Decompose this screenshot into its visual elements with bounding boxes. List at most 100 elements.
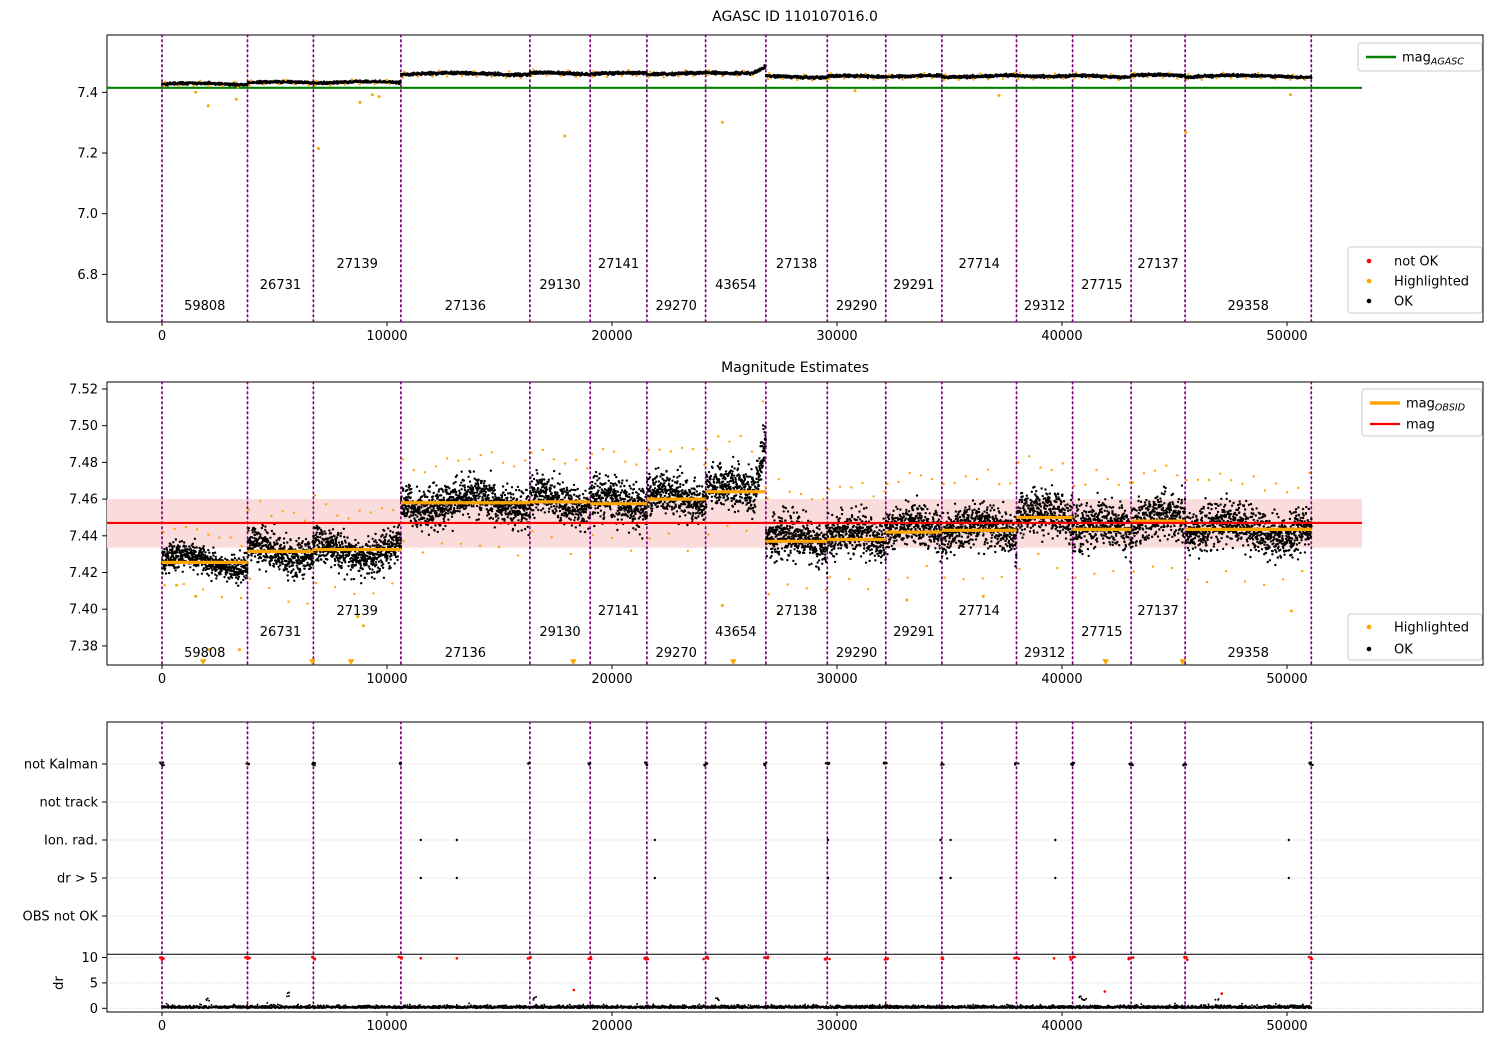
obsid-label: 27141 — [598, 604, 639, 619]
obsid-label: 29130 — [539, 625, 580, 640]
x-tick-label: 30000 — [816, 329, 857, 344]
x-tick-label: 50000 — [1266, 1019, 1307, 1034]
x-tick-label: 30000 — [816, 1019, 857, 1034]
panel-estimates-title: Magnitude Estimates — [721, 360, 869, 376]
obsid-label: 29130 — [539, 278, 580, 293]
clipped-low-triangle — [199, 659, 207, 665]
obsid-label: 27137 — [1137, 257, 1178, 272]
panel-estimates-points — [161, 400, 1313, 652]
clipped-low-triangle — [1179, 659, 1186, 665]
obsid-label: 29270 — [656, 646, 697, 661]
obsid-label: 27138 — [776, 604, 817, 619]
y-tick-label: 6.8 — [77, 268, 98, 283]
obsid-label: 29291 — [893, 625, 934, 640]
legend-dot — [1366, 278, 1372, 284]
scatter-ok — [161, 64, 1313, 88]
legend-point-classes: Highlighted OK — [1347, 613, 1483, 661]
panel-agasc-title: AGASC ID 110107016.0 — [712, 9, 878, 25]
y-tick-label: 7.40 — [69, 603, 98, 618]
legend-box — [1347, 246, 1483, 314]
obsid-label: 29358 — [1228, 299, 1269, 314]
dr-tick-label: 0 — [90, 1002, 98, 1017]
legend-dot — [1366, 624, 1372, 630]
clipped-low-triangle — [1102, 659, 1110, 665]
panel-magnitude-estimates: Magnitude Estimates 7.38 7.40 7.42 7.44 7.46 7… — [69, 360, 1484, 687]
x-tick-label: 10000 — [366, 672, 407, 687]
obsid-label: 27139 — [337, 257, 378, 272]
flag-row-label: not track — [39, 796, 98, 811]
panel-flags-frame — [106, 721, 1484, 1013]
y-tick-label: 7.52 — [69, 382, 98, 397]
legend-dot — [1366, 258, 1372, 264]
clipped-low-triangle — [308, 659, 316, 665]
x-tick-label: 0 — [158, 1019, 166, 1034]
dr-clipped-red-points — [159, 955, 1314, 995]
legend-mag-agasc: magAGASC — [1357, 42, 1483, 72]
x-tick-label: 0 — [158, 329, 166, 344]
legend-point-label: not OK — [1394, 255, 1439, 270]
obsid-label: 27141 — [598, 257, 639, 272]
x-tick-label: 50000 — [1266, 672, 1307, 687]
legend-box — [1347, 613, 1483, 661]
x-tick-label: 20000 — [591, 1019, 632, 1034]
y-tick-label: 7.50 — [69, 419, 98, 434]
highlighted-outliers — [175, 583, 1294, 652]
clipped-low-triangle — [569, 659, 577, 665]
dr-points — [161, 991, 1312, 1010]
legend-point-label: Highlighted — [1394, 275, 1469, 290]
flag-row-label: dr > 5 — [57, 872, 98, 887]
panel-agasc: AGASC ID 110107016.0 6.8 7.0 7.2 7.4 59808 267… — [77, 9, 1484, 344]
y-tick-label: 7.46 — [69, 493, 98, 508]
x-tick-label: 20000 — [591, 329, 632, 344]
legend-point-classes: not OK Highlighted OK — [1347, 246, 1483, 314]
clipped-low-triangle — [347, 659, 355, 665]
y-tick-label: 7.2 — [77, 147, 98, 162]
obsid-label: 29270 — [656, 299, 697, 314]
x-tick-label: 20000 — [591, 672, 632, 687]
obsid-label: 29312 — [1024, 299, 1065, 314]
obsid-label: 29290 — [836, 299, 877, 314]
legend-point-label: OK — [1394, 643, 1413, 658]
legend-dot — [1366, 298, 1372, 304]
dr-tick-label: 10 — [81, 951, 98, 966]
x-tick-label: 40000 — [1041, 672, 1082, 687]
y-tick-label: 7.4 — [77, 86, 98, 101]
scatter-highlighted — [162, 68, 1307, 89]
highlighted-outliers — [194, 89, 1292, 150]
flag-row-label: OBS not OK — [23, 910, 99, 925]
obsid-label: 27139 — [337, 604, 378, 619]
obsid-label: 29291 — [893, 278, 934, 293]
legend-point-label: OK — [1394, 295, 1413, 310]
y-tick-label: 7.48 — [69, 456, 98, 471]
legend-line-label: mag — [1406, 418, 1435, 433]
legend-label-sub: AGASC — [1430, 57, 1464, 68]
obsid-label: 29290 — [836, 646, 877, 661]
obsid-label: 26731 — [260, 625, 301, 640]
legend-label-sub: OBSID — [1435, 403, 1465, 414]
obsid-label: 29358 — [1228, 646, 1269, 661]
y-tick-label: 7.0 — [77, 207, 98, 222]
panel-agasc-points — [161, 64, 1313, 150]
obsid-label: 27715 — [1081, 625, 1122, 640]
legend-box — [1357, 42, 1483, 72]
obsid-label: 27136 — [445, 299, 486, 314]
legend-point-label: Highlighted — [1394, 621, 1469, 636]
legend-dot — [1366, 646, 1372, 652]
obsid-label: 27137 — [1137, 604, 1178, 619]
obsid-label: 27714 — [959, 604, 1000, 619]
dr-axis-label: dr — [52, 976, 67, 990]
scatter-ok — [161, 424, 1313, 587]
scatter-highlighted — [162, 400, 1311, 605]
clipped-low-triangle — [729, 659, 737, 665]
y-tick-label: 7.38 — [69, 639, 98, 654]
flag-row-label: Ion. rad. — [44, 834, 98, 849]
obsid-label: 43654 — [715, 278, 756, 293]
x-tick-label: 10000 — [366, 329, 407, 344]
panel-flags: not Kalman not track Ion. rad. dr > 5 OBS no… — [23, 721, 1484, 1034]
panel-flags-points — [159, 761, 1314, 1010]
obsid-label: 29312 — [1024, 646, 1065, 661]
dr-tick-label: 5 — [90, 976, 98, 991]
